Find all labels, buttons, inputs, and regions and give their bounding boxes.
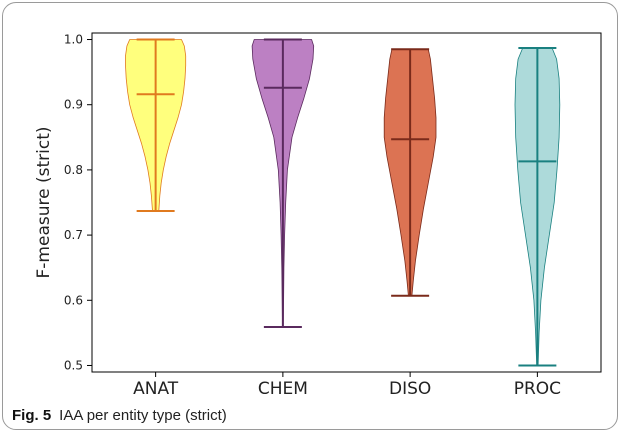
- y-tick-label: 0.6: [64, 293, 83, 307]
- y-tick-label: 1.0: [64, 33, 83, 47]
- plot-area-border: [91, 32, 602, 373]
- y-tick-label: 0.5: [64, 358, 83, 372]
- x-tick-label: DISO: [389, 379, 431, 399]
- figure-number: Fig. 5: [12, 407, 52, 424]
- y-tick-label: 0.8: [64, 163, 83, 177]
- x-tick-label: PROC: [514, 379, 561, 399]
- x-tick-label: ANAT: [133, 379, 179, 399]
- y-tick-label: 0.7: [64, 228, 83, 242]
- y-axis-label: F-measure (strict): [34, 127, 54, 279]
- y-tick-label: 0.9: [64, 98, 83, 112]
- x-tick-label: CHEM: [258, 379, 308, 399]
- figure-caption-text: IAA per entity type (strict): [59, 407, 227, 424]
- figure-caption: Fig. 5 IAA per entity type (strict): [12, 407, 227, 424]
